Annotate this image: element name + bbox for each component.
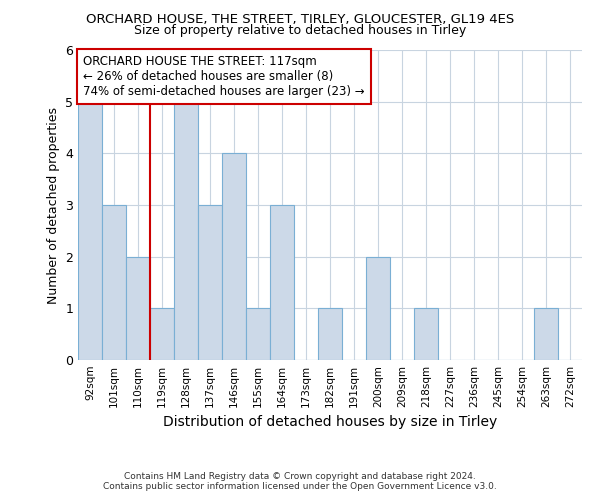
Bar — [246, 308, 270, 360]
Bar — [318, 308, 342, 360]
Bar — [150, 308, 174, 360]
Bar — [414, 308, 438, 360]
Text: Contains HM Land Registry data © Crown copyright and database right 2024.
Contai: Contains HM Land Registry data © Crown c… — [103, 472, 497, 491]
Text: ORCHARD HOUSE, THE STREET, TIRLEY, GLOUCESTER, GL19 4ES: ORCHARD HOUSE, THE STREET, TIRLEY, GLOUC… — [86, 12, 514, 26]
Bar — [126, 256, 150, 360]
Bar — [174, 102, 198, 360]
Bar — [534, 308, 558, 360]
Text: Size of property relative to detached houses in Tirley: Size of property relative to detached ho… — [134, 24, 466, 37]
Text: ORCHARD HOUSE THE STREET: 117sqm
← 26% of detached houses are smaller (8)
74% of: ORCHARD HOUSE THE STREET: 117sqm ← 26% o… — [83, 54, 365, 98]
Bar — [270, 205, 294, 360]
Bar — [366, 256, 390, 360]
X-axis label: Distribution of detached houses by size in Tirley: Distribution of detached houses by size … — [163, 416, 497, 430]
Bar — [198, 205, 222, 360]
Y-axis label: Number of detached properties: Number of detached properties — [47, 106, 59, 304]
Bar — [102, 205, 126, 360]
Bar — [78, 102, 102, 360]
Bar — [222, 154, 246, 360]
